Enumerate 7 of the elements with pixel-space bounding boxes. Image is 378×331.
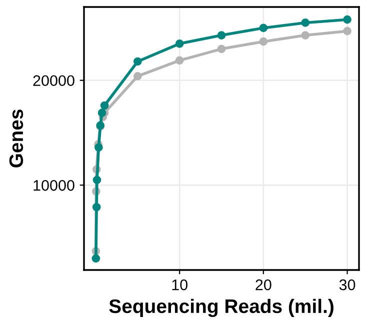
x-tick-label: 20 [256, 279, 272, 290]
x-tick-label: 30 [339, 279, 356, 290]
x-axis-title: Sequencing Reads (mil.) [109, 298, 334, 318]
y-tick-label: 10000 [34, 180, 74, 191]
y-tick-label: 20000 [33, 75, 74, 86]
x-tick-label: 10 [172, 279, 188, 290]
y-axis-title: Genes [9, 110, 24, 168]
